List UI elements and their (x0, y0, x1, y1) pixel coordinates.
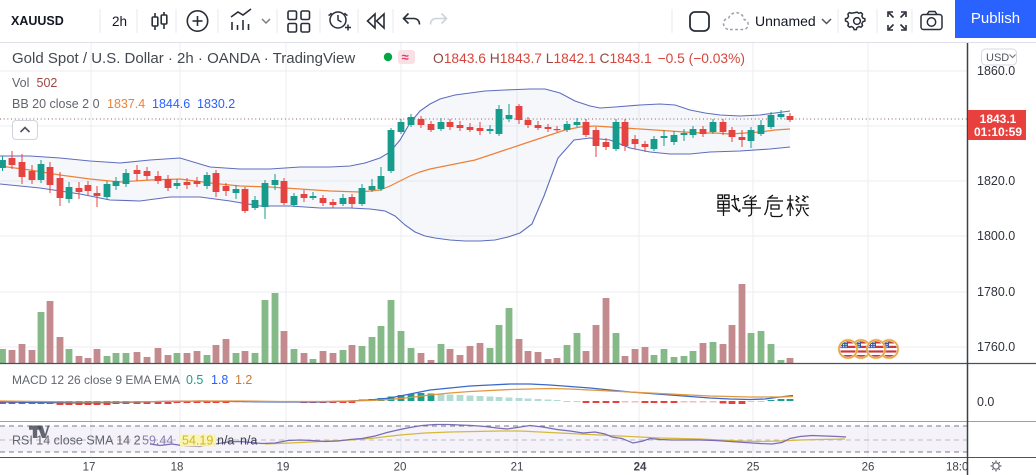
svg-text:1843.1: 1843.1 (980, 112, 1017, 126)
svg-text:O1843.6 H1843.7 L1842.1 C1843.: O1843.6 H1843.7 L1842.1 C1843.1 −0.5 (−0… (433, 51, 745, 66)
svg-text:19: 19 (277, 462, 290, 474)
svg-text:54.19: 54.19 (182, 434, 213, 448)
svg-text:RSI 14 close SMA 14 2: RSI 14 close SMA 14 2 (12, 434, 141, 448)
svg-text:59.44: 59.44 (142, 434, 173, 448)
svg-text:0.0: 0.0 (977, 395, 994, 409)
svg-text:25: 25 (747, 462, 760, 474)
svg-text:21: 21 (511, 462, 524, 474)
svg-text:01:10:59: 01:10:59 (974, 125, 1022, 139)
svg-text:1.2: 1.2 (235, 373, 252, 387)
svg-text:1837.4: 1837.4 (107, 97, 145, 111)
svg-text:1844.6: 1844.6 (152, 97, 190, 111)
svg-text:17: 17 (83, 462, 96, 474)
svg-text:MACD 12 26 close 9 EMA EMA: MACD 12 26 close 9 EMA EMA (12, 373, 180, 387)
svg-text:Gold Spot / U.S. Dollar · 2h ·: Gold Spot / U.S. Dollar · 2h · OANDA · T… (12, 50, 355, 67)
svg-text:≈: ≈ (402, 50, 409, 65)
svg-text:1860.0: 1860.0 (977, 64, 1015, 78)
svg-text:1800.0: 1800.0 (977, 229, 1015, 243)
svg-text:20: 20 (394, 462, 407, 474)
svg-text:n/a: n/a (217, 434, 234, 448)
svg-text:24: 24 (634, 462, 647, 474)
svg-text:1760.0: 1760.0 (977, 340, 1015, 354)
svg-text:18: 18 (171, 462, 184, 474)
svg-text:1820.0: 1820.0 (977, 174, 1015, 188)
svg-text:n/a: n/a (240, 434, 257, 448)
svg-text:26: 26 (862, 462, 875, 474)
svg-text:1780.0: 1780.0 (977, 285, 1015, 299)
svg-text:Vol: Vol (12, 76, 29, 90)
svg-text:USD: USD (986, 52, 1009, 64)
svg-text:502: 502 (37, 76, 58, 90)
svg-text:1830.2: 1830.2 (197, 97, 235, 111)
svg-text:Unnamed: Unnamed (755, 13, 816, 29)
svg-text:0.5: 0.5 (186, 373, 203, 387)
svg-text:1.8: 1.8 (211, 373, 228, 387)
svg-text:18:0: 18:0 (946, 462, 968, 474)
svg-text:BB 20 close 2 0: BB 20 close 2 0 (12, 97, 100, 111)
